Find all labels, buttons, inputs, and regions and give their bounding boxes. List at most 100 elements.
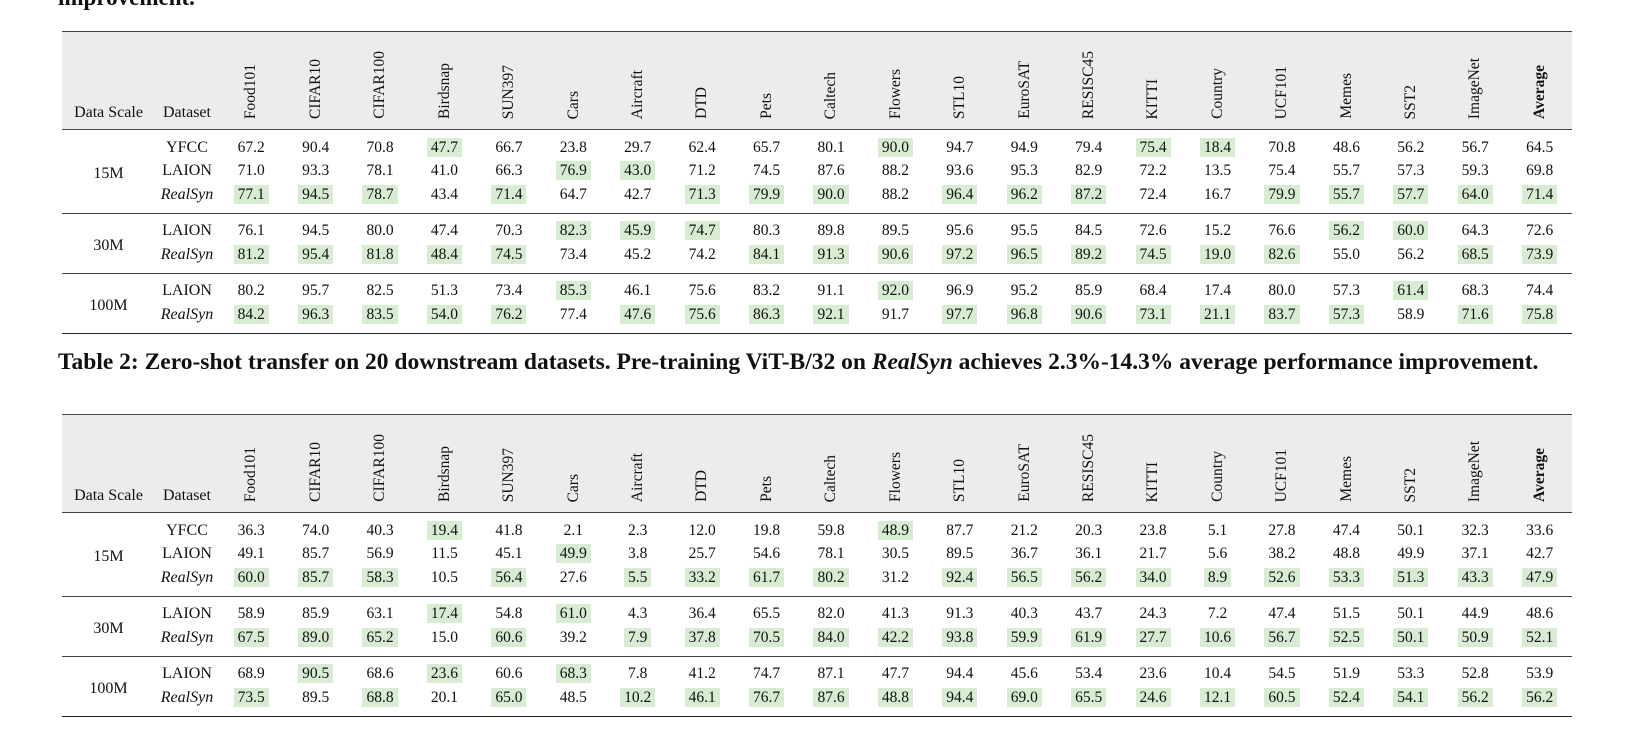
value: 48.6 [1526,605,1554,623]
value: 50.1 [1397,605,1425,623]
value: 47.7 [881,665,909,683]
results-table-zero-shot: Data Scale Dataset Food101 CIFAR10 CIFAR100 B… [62,414,1572,717]
header-label: Aircraft [628,452,646,502]
value: 36.3 [237,521,265,539]
highlighted-value: 18.4 [1199,137,1236,157]
value-cell: 74.0 [283,513,347,543]
value: 49.9 [1397,545,1425,563]
highlighted-value: 52.1 [1522,627,1558,647]
highlighted-value: 60.5 [1264,687,1300,707]
header-food101: Food101 [219,415,283,513]
value-cell: 77.1 [219,183,283,213]
value: 20.3 [1075,521,1103,539]
value: 70.8 [366,138,394,156]
value: 16.7 [1203,185,1232,203]
value-cell: 77.4 [541,303,605,333]
dataset-cell: RealSyn [160,185,214,203]
highlighted-value: 51.3 [1393,567,1429,587]
highlighted-value: 61.4 [1393,281,1429,301]
value-cell: 74.4 [1507,273,1572,303]
table-row: RealSyn 77.1 94.5 78.7 43.4 71.4 64.7 42.7 71.3 7… [62,183,1572,213]
value-cell: 2.1 [541,513,605,543]
header-label: RESISC45 [1079,50,1097,119]
value-cell: 87.1 [799,656,863,686]
value-cell: 57.3 [1314,303,1378,333]
value: 74.5 [753,162,781,180]
header-label: UCF101 [1273,65,1291,119]
value-cell: 18.4 [1185,130,1249,160]
value-cell: 29.7 [606,130,670,160]
highlighted-value: 46.1 [684,687,720,707]
value: 87.6 [817,162,845,180]
header-label: Food101 [242,446,260,502]
value: 46.1 [624,282,652,300]
value-cell: 42.7 [1507,543,1572,567]
highlighted-value: 94.4 [942,687,978,707]
value: 33.6 [1526,521,1554,539]
value-cell: 40.3 [992,596,1056,626]
value: 94.5 [302,222,330,240]
value: 75.4 [1268,162,1296,180]
value-cell: 68.3 [1443,273,1507,303]
value-cell: 48.5 [541,686,605,716]
caption-prefix: Table 2: Zero-shot transfer on 20 downst… [58,349,872,375]
value-cell: 89.0 [283,626,347,656]
value: 68.6 [366,665,394,683]
value-cell: 72.2 [1121,160,1185,184]
value: 64.5 [1526,138,1554,156]
highlighted-value: 85.7 [298,567,334,587]
header-label: Country [1208,68,1226,119]
header-label: Pets [757,93,775,119]
value: 53.9 [1526,665,1554,683]
value-cell: 23.6 [412,656,476,686]
value: 76.6 [1268,222,1296,240]
data-scale-cell: 100M [89,297,128,314]
highlighted-value: 84.1 [749,244,785,264]
value-cell: 27.8 [1250,513,1314,543]
value: 73.4 [559,245,587,263]
value-cell: 53.4 [1056,656,1120,686]
highlighted-value: 68.5 [1457,244,1493,264]
value-cell: 59.3 [1443,160,1507,184]
highlighted-value: 56.5 [1006,567,1042,587]
value-cell: 78.7 [348,183,412,213]
highlighted-value: 94.5 [298,184,334,204]
value-cell: 81.2 [219,243,283,273]
value-cell: 84.1 [734,243,798,273]
header-label: STL10 [951,458,969,502]
header-country: Country [1185,415,1249,513]
header-label: Average [1530,65,1548,119]
value-cell: 90.6 [1056,303,1120,333]
value-cell: 74.7 [734,656,798,686]
value-cell: 10.5 [412,566,476,596]
highlighted-value: 96.2 [1006,184,1042,204]
caption-emphasis: RealSyn [871,349,953,375]
highlighted-value: 92.1 [813,304,849,324]
value-cell: 81.8 [348,243,412,273]
value: 19.8 [753,521,781,539]
value-cell: 37.1 [1443,543,1507,567]
value-cell: 65.7 [734,130,798,160]
value: 53.3 [1397,665,1425,683]
table-row: LAION 71.0 93.3 78.1 41.0 66.3 76.9 43.0 71.2 74.… [62,160,1572,184]
header-dtd: DTD [670,415,734,513]
value: 80.2 [237,282,265,300]
header-label: Pets [757,476,775,502]
header-label: Memes [1337,456,1355,502]
header-label: RESISC45 [1079,433,1097,502]
value-cell: 64.5 [1507,130,1572,160]
value: 20.1 [430,688,459,706]
header-imagenet: ImageNet [1443,32,1507,130]
value-cell: 71.6 [1443,303,1507,333]
value: 13.5 [1203,162,1232,180]
header-memes: Memes [1314,32,1378,130]
value-cell: 66.7 [477,130,541,160]
value: 80.3 [753,222,781,240]
header-country: Country [1185,32,1249,130]
dataset-cell: RealSyn [160,305,214,323]
value-cell: 93.8 [928,626,992,656]
value: 4.3 [628,605,648,623]
value-cell: 63.1 [348,596,412,626]
value: 90.4 [302,138,330,156]
highlighted-value: 73.9 [1522,244,1558,264]
